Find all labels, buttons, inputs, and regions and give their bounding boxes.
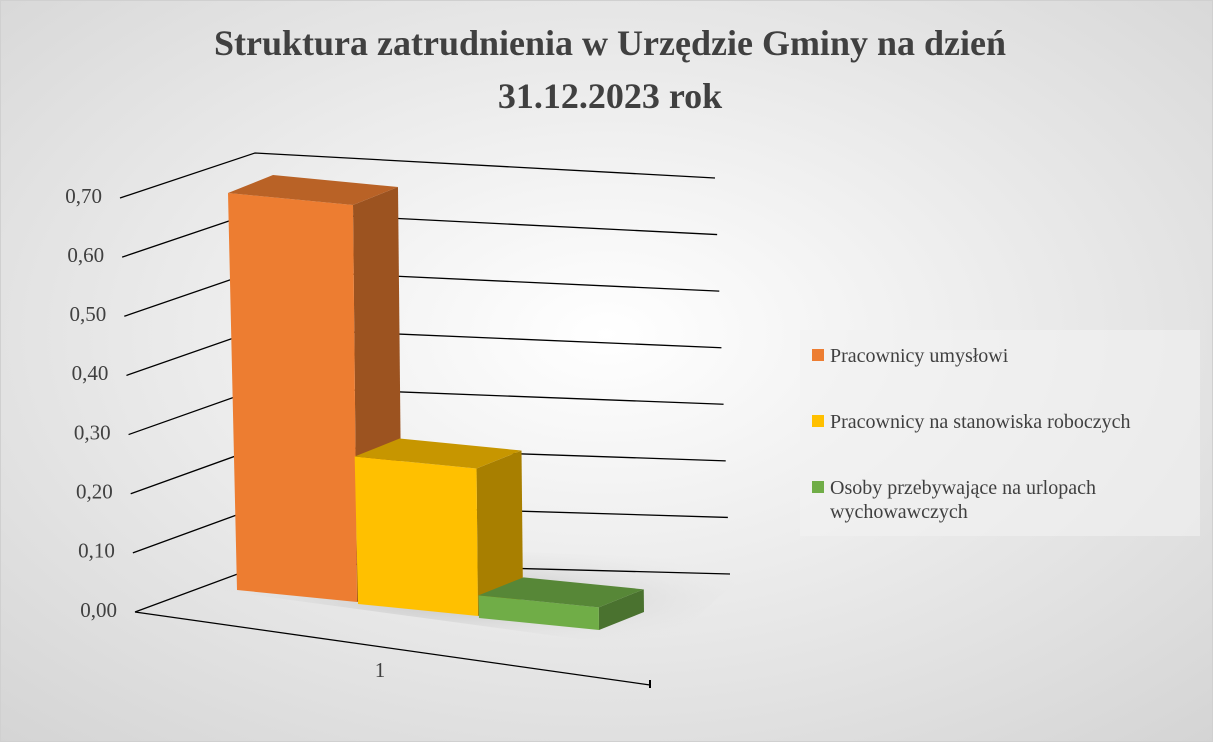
y-tick-label: 0,00 bbox=[80, 598, 117, 622]
legend-label: Pracownicy na stanowiska roboczych bbox=[830, 411, 1130, 433]
legend-box bbox=[800, 330, 1200, 536]
bar-front bbox=[354, 456, 478, 616]
bar-top bbox=[354, 438, 522, 469]
legend-label: Pracownicy umysłowi bbox=[830, 345, 1009, 367]
bar-side bbox=[476, 450, 523, 616]
x-axis bbox=[134, 611, 651, 686]
y-tick-label: 0,50 bbox=[70, 302, 107, 326]
bar-front bbox=[228, 193, 357, 602]
bar-front bbox=[478, 595, 599, 630]
legend-label: Osoby przebywające na urlopach wychowawcz… bbox=[830, 477, 1096, 523]
y-tick-label: 0,60 bbox=[67, 243, 104, 267]
chart-title: Struktura zatrudnienia w Urzędzie Gminy … bbox=[214, 23, 1006, 116]
y-tick-label: 0,20 bbox=[76, 480, 113, 504]
legend-swatch bbox=[812, 349, 824, 361]
bar-top bbox=[228, 175, 398, 205]
y-tick-label: 0,40 bbox=[72, 361, 109, 385]
grid-line bbox=[119, 152, 716, 199]
legend-swatch bbox=[812, 415, 824, 427]
y-tick-label: 0,30 bbox=[74, 420, 111, 444]
legend-swatch bbox=[812, 481, 824, 493]
bar-side bbox=[598, 589, 644, 630]
y-tick-label: 0,10 bbox=[78, 539, 115, 563]
bar-top bbox=[478, 577, 644, 608]
x-tick-label: 1 bbox=[375, 658, 386, 682]
y-tick-label: 0,70 bbox=[65, 184, 102, 208]
